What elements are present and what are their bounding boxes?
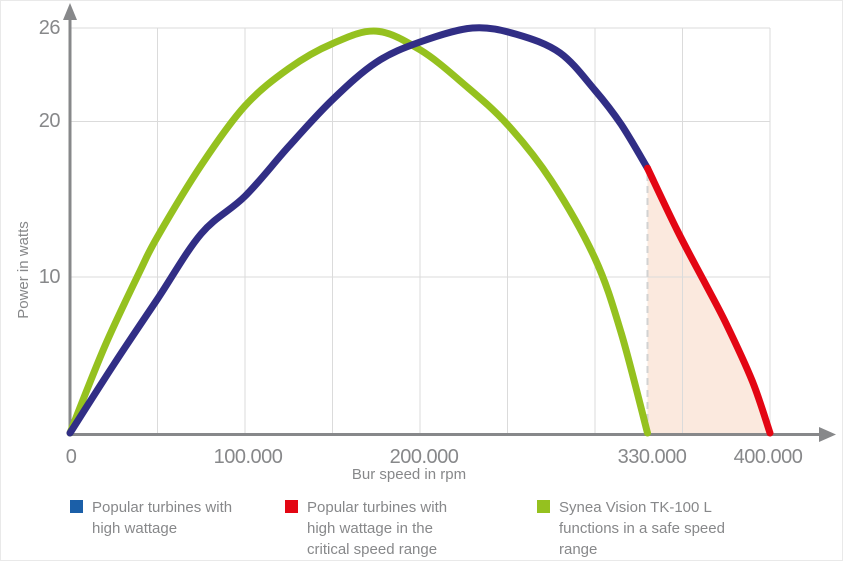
y-axis-arrow bbox=[63, 3, 77, 20]
curve bbox=[66, 24, 651, 437]
x-axis-arrow bbox=[819, 427, 836, 442]
legend-swatch-red bbox=[285, 500, 298, 513]
legend-label-green: Synea Vision TK-100 L functions in a saf… bbox=[559, 499, 725, 558]
x-tick-label-0: 0 bbox=[65, 446, 77, 468]
curve bbox=[66, 27, 651, 437]
x-axis-title: Bur speed in rpm bbox=[351, 466, 467, 483]
x-tick-label-400000: 400.000 bbox=[733, 446, 803, 468]
y-axis-title: Power in watts bbox=[15, 221, 32, 319]
x-tick-label-100000: 100.000 bbox=[213, 446, 283, 468]
y-tick-label-10: 10 bbox=[38, 266, 61, 288]
x-tick-label-330000: 330.000 bbox=[617, 446, 687, 468]
y-tick-label-26: 26 bbox=[38, 17, 61, 39]
legend-item-green: Synea Vision TK-100 L functions in a saf… bbox=[537, 497, 734, 560]
legend-swatch-green bbox=[537, 500, 550, 513]
plot-area bbox=[63, 3, 836, 442]
curve bbox=[644, 164, 774, 437]
legend-label-blue: Popular turbines with high wattage bbox=[92, 499, 233, 537]
y-tick-label-20: 20 bbox=[38, 110, 61, 132]
x-tick-label-200000: 200.000 bbox=[389, 446, 459, 468]
legend-item-blue: Popular turbines with high wattage bbox=[70, 497, 257, 539]
legend-swatch-blue bbox=[70, 500, 83, 513]
legend-item-red: Popular turbines with high wattage in th… bbox=[285, 497, 467, 560]
legend-label-red: Popular turbines with high wattage in th… bbox=[307, 499, 448, 558]
